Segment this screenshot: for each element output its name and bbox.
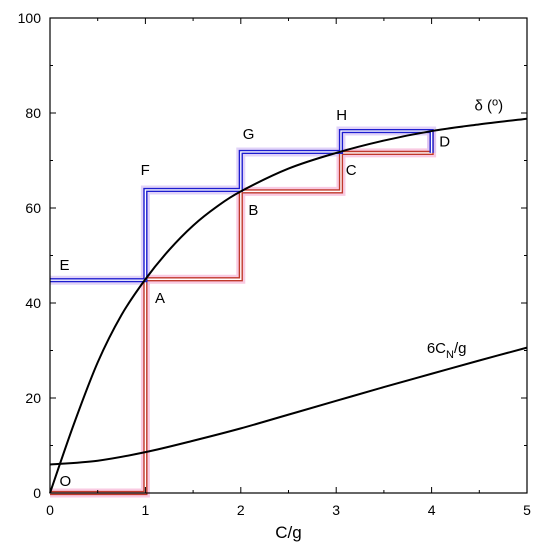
point-label-e: E xyxy=(60,257,70,274)
delta-curve-label: δ (o) xyxy=(475,97,504,115)
y-tick-label: 60 xyxy=(25,200,41,216)
x-tick-label: 1 xyxy=(142,502,150,518)
x-tick-label: 5 xyxy=(523,502,531,518)
series-line-cn xyxy=(49,346,528,466)
labels-layer: 0 1 2 3 4 5 0 20 40 60 80 100 O A B C D E F G Hδ (o) 6CN/g xyxy=(18,10,531,518)
point-label-h: H xyxy=(336,107,347,124)
y-tick-label: 20 xyxy=(25,390,41,406)
point-label-o: O xyxy=(60,473,72,490)
y-tick-label: 100 xyxy=(18,10,42,26)
point-label-d: D xyxy=(439,133,450,150)
y-tick-label: 40 xyxy=(25,295,41,311)
point-label-c: C xyxy=(346,162,357,179)
x-tick-label: 0 xyxy=(46,502,54,518)
staircase-upper-inner xyxy=(50,130,433,281)
y-tick-label: 0 xyxy=(33,485,41,501)
x-tick-label: 2 xyxy=(237,502,245,518)
axis-ticks xyxy=(49,17,528,494)
x-axis-label: C/g xyxy=(275,523,301,542)
plot-layer xyxy=(49,117,528,496)
x-tick-label: 3 xyxy=(332,502,340,518)
point-label-a: A xyxy=(155,290,165,307)
cn-curve-label: 6CN/g xyxy=(427,340,467,361)
point-label-g: G xyxy=(243,126,255,143)
plot-frame xyxy=(49,17,528,494)
point-label-b: B xyxy=(248,202,258,219)
x-tick-label: 4 xyxy=(428,502,436,518)
y-tick-label: 80 xyxy=(25,105,41,121)
series-line-delta xyxy=(49,117,528,494)
point-label-f: F xyxy=(141,162,150,179)
